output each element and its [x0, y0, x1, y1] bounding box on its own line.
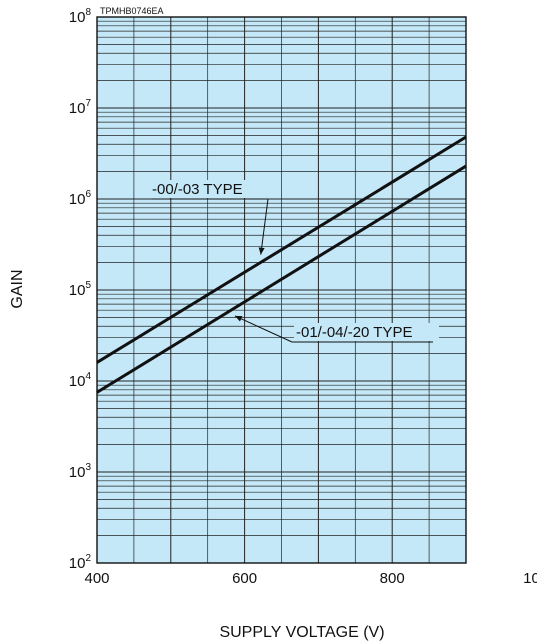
- annotation-arrowhead: [258, 247, 265, 255]
- x-axis-title: SUPPLY VOLTAGE (V): [219, 624, 384, 641]
- plot-frame: [96, 16, 467, 564]
- y-tick-label: 103: [69, 462, 92, 481]
- annotation-leader-line: [260, 198, 269, 255]
- figure-code: TPMHB0746EA: [100, 6, 164, 16]
- y-tick-label: 102: [69, 553, 92, 572]
- annotation-arrowhead: [234, 315, 243, 322]
- series-line-1: [96, 135, 467, 364]
- y-tick-label: 105: [69, 280, 92, 299]
- x-tick-label: 400: [84, 570, 109, 587]
- annotation-bg: [150, 180, 270, 198]
- y-tick-label: 108: [69, 7, 92, 26]
- annotation-bg: [294, 323, 439, 341]
- y-tick-label: 107: [69, 98, 92, 117]
- y-axis-title: GAIN: [9, 269, 26, 308]
- x-tick-label: 800: [380, 570, 405, 587]
- y-tick-label: 104: [69, 371, 92, 390]
- series-line-2: [96, 164, 467, 394]
- x-tick-label: 1000: [523, 570, 537, 587]
- y-tick-label: 106: [69, 189, 92, 208]
- annotation-leader-line: [234, 315, 293, 343]
- x-tick-label: 600: [232, 570, 257, 587]
- series-annotation-label: -00/-03 TYPE: [152, 181, 243, 198]
- series-annotation-label: -01/-04/-20 TYPE: [296, 324, 412, 341]
